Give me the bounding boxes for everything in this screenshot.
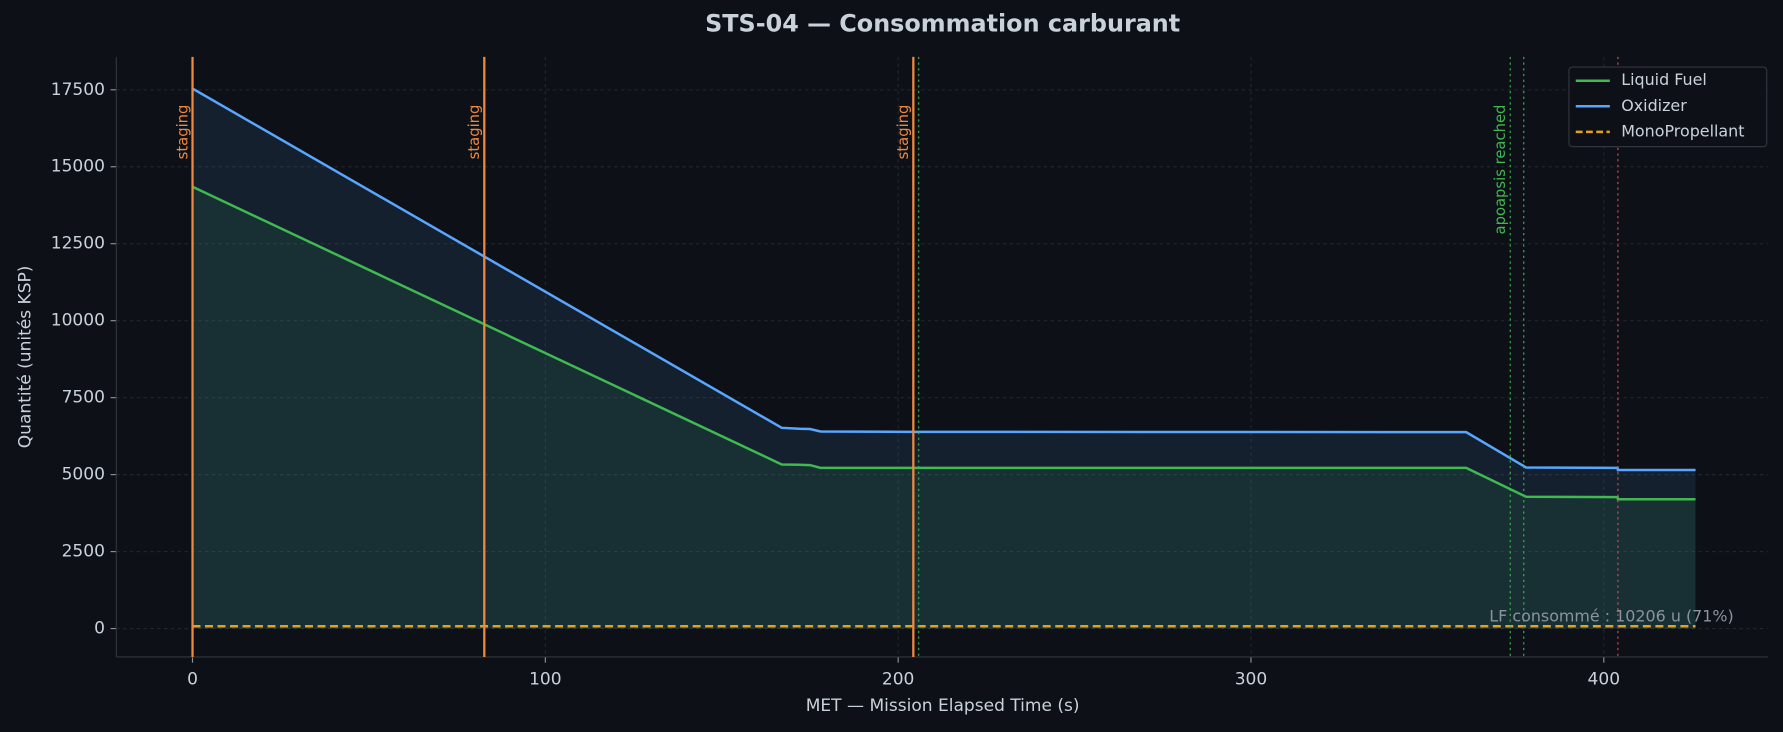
chart-title: STS-04 — Consommation carburant — [705, 10, 1180, 38]
x-tick-label: 300 — [1235, 670, 1268, 690]
x-axis-label: MET — Mission Elapsed Time (s) — [806, 696, 1080, 716]
y-tick-label: 2500 — [62, 542, 105, 562]
y-tick-label: 15000 — [51, 157, 105, 177]
x-tick-label: 400 — [1588, 670, 1621, 690]
legend-box — [1568, 66, 1768, 148]
x-tick-label: 0 — [187, 670, 198, 690]
event-label: apoapsis reached — [1492, 105, 1509, 235]
legend-label: Liquid Fuel — [1621, 70, 1707, 89]
y-tick-label: 12500 — [51, 234, 105, 254]
y-tick-label: 17500 — [51, 80, 105, 100]
legend-label: MonoPropellant — [1621, 121, 1744, 140]
y-tick-label: 10000 — [51, 311, 105, 331]
y-tick-label: 0 — [94, 619, 105, 639]
y-tick-label: 5000 — [62, 465, 105, 485]
event-label: staging — [895, 105, 912, 160]
area — [192, 186, 1696, 629]
area — [192, 88, 1696, 629]
event-label: staging — [174, 105, 191, 160]
y-axis-label: Quantité (unités KSP) — [15, 266, 35, 449]
annotation: LF consommé : 10206 u (71%) — [1489, 607, 1733, 626]
event-label: staging — [466, 105, 483, 160]
y-tick-label: 7500 — [62, 388, 105, 408]
legend-label: Oxidizer — [1621, 96, 1687, 115]
legend: Liquid Fuel Oxidizer MonoPropellant — [1568, 66, 1768, 148]
x-tick-label: 200 — [882, 670, 915, 690]
x-tick-label: 100 — [529, 670, 562, 690]
